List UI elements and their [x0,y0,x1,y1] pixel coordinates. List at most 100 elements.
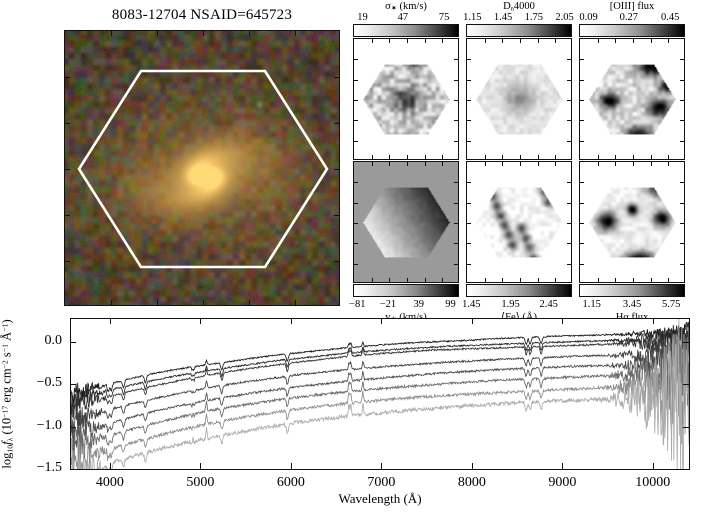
image-axis-tick [157,300,158,305]
colorbar-tick-v_star-0: −81 [349,299,366,310]
map-axis-tick [580,263,584,265]
spectra-x-tick-label-7000: 7000 [367,475,396,490]
image-axis-tick [334,77,339,78]
spectra-x-tick [562,463,564,469]
map-axis-tick [615,162,617,166]
map-axis-tick [580,202,584,204]
map-axis-tick [650,39,652,43]
page-title: 8083-12704 NSAID=645723 [111,7,293,23]
map-axis-tick [407,155,408,159]
colorbar-title-fe_index: ⟨Fe⟩ (Å) [501,312,537,324]
map-canvas-halpha_flux [580,162,684,282]
map-axis-tick [424,162,426,166]
spectrum-trace-7 [71,326,689,469]
spectrum-trace-3 [71,327,689,423]
map-axis-tick [454,79,458,81]
map-axis-tick [424,278,426,282]
image-axis-tick [334,215,339,216]
map-axis-tick [668,39,670,43]
map-axis-tick [354,59,358,61]
image-axis-tick [295,31,296,36]
map-axis-tick [580,182,584,184]
map-axis-tick [537,155,539,159]
image-axis-tick [111,300,112,305]
map-axis-tick [680,79,684,81]
map-axis-tick [467,182,471,184]
map-axis-tick [442,162,444,166]
map-axis-tick [454,182,458,184]
map-axis-tick [555,162,557,166]
spectra-x-tick [381,463,383,469]
image-axis-tick [65,215,70,216]
colorbar-gradient [354,25,458,36]
spectra-x-tick [200,318,202,324]
map-axis-tick [484,155,486,159]
spectra-y-tick [683,426,689,428]
spectra-y-tick [683,341,689,343]
colorbar-gradient [467,285,571,296]
map-axis-tick [668,155,670,159]
spectrum-trace-4 [71,332,689,439]
colorbar-gradient [580,25,684,36]
spectra-y-axis-label-text: log10fλ (10−17 erg cm−2 s−1 Å−1) [0,319,15,469]
map-axis-tick [680,100,684,101]
spectra-y-tick [70,384,76,386]
image-axis-tick [65,169,70,170]
spectra-x-tick-label-6000: 6000 [276,475,305,490]
map-axis-tick [597,162,599,166]
map-axis-tick [680,182,684,184]
map-axis-tick [537,39,539,43]
image-axis-tick [249,31,250,36]
image-axis-tick [334,169,339,170]
map-axis-tick [537,278,539,282]
map-axis-tick [467,202,471,204]
image-axis-tick [65,77,70,78]
colorbar-tick-oiii_flux-0: 0.09 [579,12,598,23]
spectrum-trace-5 [71,338,689,451]
colorbar-title-dn4000: Dn4000 [503,1,535,13]
map-axis-tick [371,155,373,159]
map-axis-tick [467,79,471,81]
map-axis-tick [567,182,571,184]
colorbar-gradient [580,285,684,296]
map-panel-dn4000 [466,38,572,160]
colorbar-tick-v_star-3: 99 [445,299,456,310]
spectra-x-tick [652,318,654,324]
colorbar-tick-fe_index-2: 2.45 [539,299,558,310]
colorbar-tick-halpha_flux-1: 3.45 [622,299,642,310]
map-canvas-oiii_flux [580,39,684,159]
map-axis-tick [567,243,571,245]
image-axis-tick [295,300,296,305]
map-axis-tick [580,100,584,101]
spectra-y-tick [70,469,76,470]
map-axis-tick [467,120,471,122]
map-axis-tick [650,278,652,282]
map-axis-tick [555,39,557,43]
map-axis-tick [354,202,358,204]
image-axis-tick [334,261,339,262]
colorbar-dn4000 [466,24,572,37]
map-canvas-v_star [354,162,458,282]
map-axis-tick [580,140,584,142]
spectra-y-tick [70,341,76,343]
map-canvas-dn4000 [467,39,571,159]
spectra-svg [71,319,689,469]
map-axis-tick [484,39,486,43]
spectra-x-tick-label-9000: 9000 [548,475,577,490]
image-axis-tick [203,31,204,36]
map-axis-tick [467,140,471,142]
map-axis-tick [680,59,684,61]
image-axis-tick [65,123,70,124]
map-axis-tick [502,162,504,166]
spectra-x-axis-label: Wavelength (Å) [338,491,422,506]
colorbar-v_star [353,284,459,297]
map-axis-tick [424,39,426,43]
colorbar-tick-halpha_flux-2: 5.75 [662,299,681,310]
colorbar-gradient [467,25,571,36]
map-axis-tick [520,162,521,166]
map-axis-tick [454,223,458,224]
map-axis-tick [467,263,471,265]
colorbar-tick-v_star-2: 39 [413,299,424,310]
spectra-y-tick [683,469,689,470]
